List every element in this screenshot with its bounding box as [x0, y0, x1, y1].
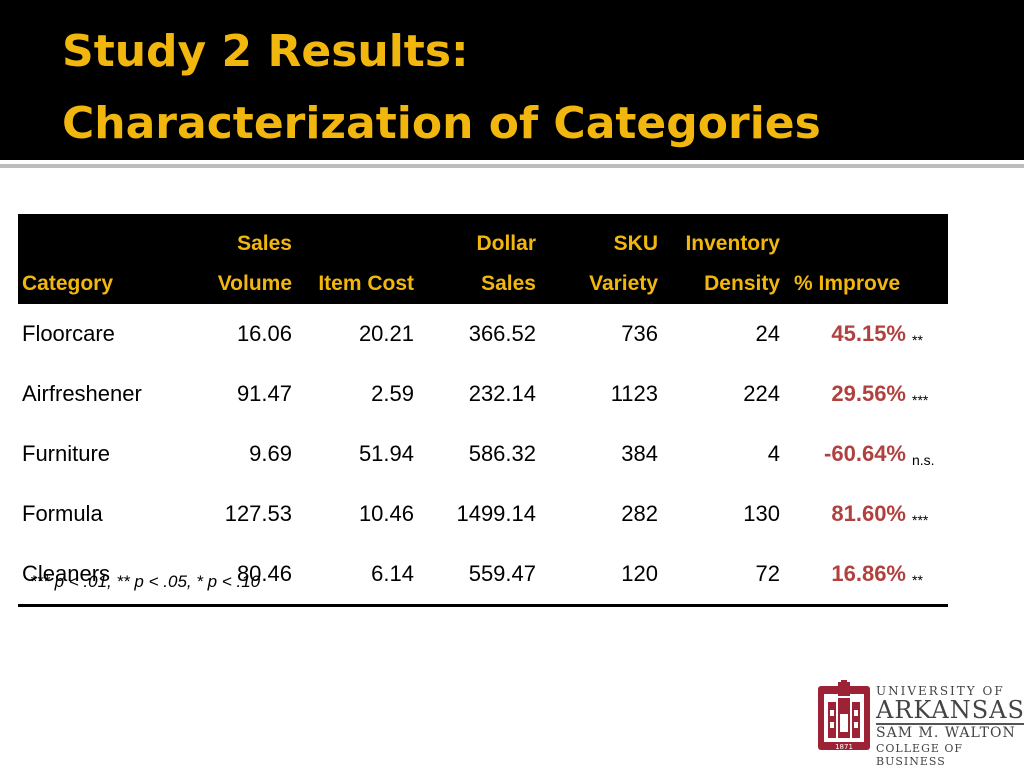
cell-pct-improve: 45.15% — [831, 321, 906, 346]
cell-dollar-sales: 232.14 — [468, 381, 536, 406]
university-logo: 1871 UNIVERSITY OF ARKANSAS SAM M. WALTO… — [816, 680, 1024, 768]
title-band: Study 2 Results: Characterization of Cat… — [0, 0, 1024, 160]
header-item-cost: Item Cost — [318, 272, 414, 295]
cell-sales-volume: 16.06 — [236, 321, 292, 346]
cell-dollar-sales: 1499.14 — [456, 501, 536, 526]
old-main-seal-icon: 1871 — [818, 680, 870, 751]
results-table: Category Sales Volume Item Cost Dollar S… — [18, 214, 949, 607]
title-divider — [0, 164, 1024, 168]
cell-significance: ** — [912, 332, 923, 348]
significance-footnote: *** p < .01, ** p < .05, * p < .10 — [30, 572, 261, 591]
logo-line4: COLLEGE OF BUSINESS — [876, 742, 964, 768]
header-inventory-density: Inventory Density — [685, 232, 780, 295]
cell-sku-variety: 736 — [621, 321, 658, 346]
cell-inventory-density: 4 — [767, 441, 780, 466]
seal-year: 1871 — [835, 743, 853, 751]
cell-category: Cleaners — [18, 544, 208, 607]
cell-significance: n.s. — [912, 452, 935, 468]
cell-pct-improve: 81.60% — [831, 501, 906, 526]
cell-category: Airfreshener — [22, 381, 142, 406]
table-row: Furniture 9.69 51.94 586.32 384 4 -60.64… — [18, 424, 948, 484]
header-dollar-sales: Dollar Sales — [476, 232, 536, 295]
logo-line1: UNIVERSITY OF — [876, 684, 1005, 698]
cell-sales-volume: 80.46 — [208, 544, 300, 607]
cell-item-cost: 20.21 — [358, 321, 414, 346]
cell-significance: *** — [912, 392, 929, 408]
table-row: Floorcare 16.06 20.21 366.52 736 24 45.1… — [18, 304, 948, 364]
header-pct-improve: % Improve — [794, 272, 901, 295]
cell-sales-volume: 9.69 — [249, 441, 292, 466]
cell-significance: ** — [910, 544, 949, 607]
cell-item-cost: 6.14 — [300, 544, 422, 607]
logo-wordmark: UNIVERSITY OF ARKANSAS SAM M. WALTON COL… — [876, 684, 1024, 768]
cell-inventory-density: 130 — [743, 501, 780, 526]
cell-category: Floorcare — [22, 321, 115, 346]
cell-item-cost: 51.94 — [358, 441, 414, 466]
cell-category: Furniture — [22, 441, 111, 466]
slide-title-line2: Characterization of Categories — [62, 98, 821, 149]
cell-sales-volume: 91.47 — [236, 381, 292, 406]
cell-category: Formula — [22, 501, 103, 526]
cell-dollar-sales: 559.47 — [422, 544, 544, 607]
cell-significance: *** — [912, 512, 929, 528]
table-header-row: Category Sales Volume Item Cost Dollar S… — [18, 214, 949, 304]
cell-dollar-sales: 366.52 — [468, 321, 536, 346]
slide-title-line1: Study 2 Results: — [62, 26, 469, 77]
table-row: Airfreshener 91.47 2.59 232.14 1123 224 … — [18, 364, 948, 424]
cell-sku-variety: 120 — [544, 544, 666, 607]
cell-dollar-sales: 586.32 — [468, 441, 536, 466]
cell-item-cost: 10.46 — [358, 501, 414, 526]
cell-pct-improve: -60.64% — [824, 441, 906, 466]
cell-pct-improve: 29.56% — [831, 381, 906, 406]
logo-line3: SAM M. WALTON — [876, 725, 1016, 741]
cell-sku-variety: 384 — [621, 441, 658, 466]
cell-sku-variety: 282 — [621, 501, 658, 526]
cell-inventory-density: 72 — [666, 544, 788, 607]
cell-inventory-density: 24 — [755, 321, 780, 346]
cell-item-cost: 2.59 — [371, 381, 414, 406]
cell-sku-variety: 1123 — [610, 381, 658, 406]
header-sku-variety: SKU Variety — [589, 232, 658, 295]
cell-inventory-density: 224 — [743, 381, 780, 406]
header-category: Category — [22, 272, 114, 295]
logo-line2: ARKANSAS — [876, 696, 1024, 725]
table-row: Cleaners 80.46 6.14 559.47 120 72 16.86%… — [18, 544, 949, 607]
cell-sales-volume: 127.53 — [224, 501, 292, 526]
header-sales-volume: Sales Volume — [217, 232, 292, 295]
table-row: Formula 127.53 10.46 1499.14 282 130 81.… — [18, 484, 948, 544]
cell-pct-improve: 16.86% — [788, 544, 910, 607]
